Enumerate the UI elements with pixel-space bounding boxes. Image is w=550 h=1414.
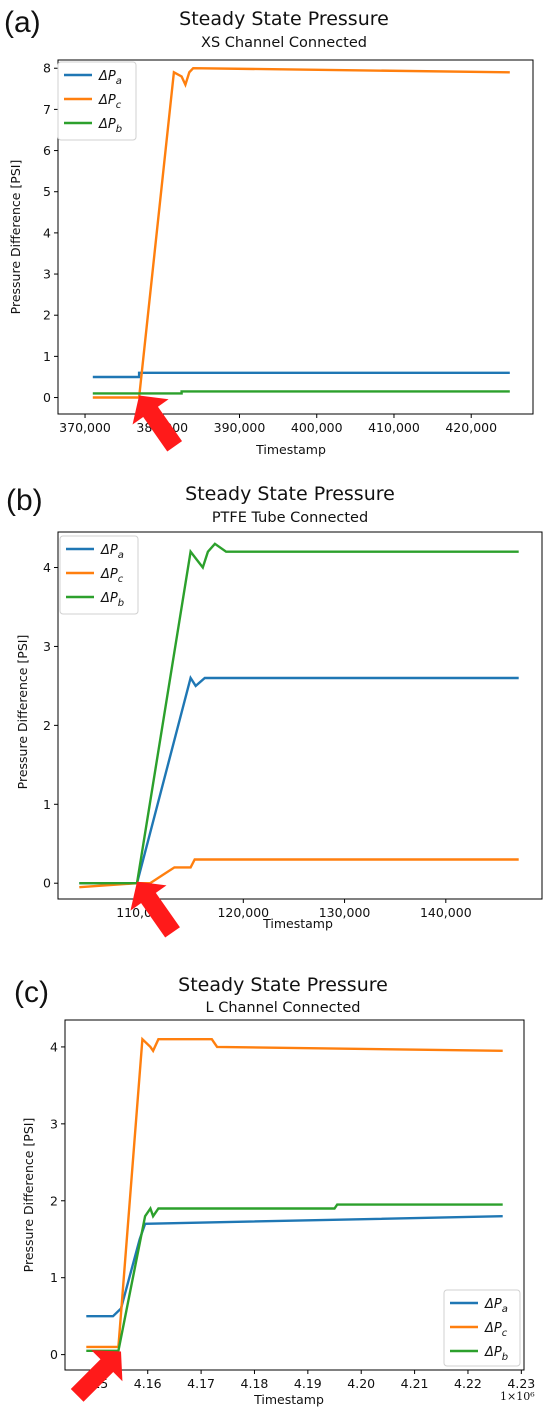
x-axis-label: Timestamp xyxy=(255,442,326,457)
x-tick-label: 4.16 xyxy=(134,1376,162,1391)
x-tick-label: 370,000 xyxy=(59,420,111,435)
y-tick-label: 0 xyxy=(43,876,51,891)
x-tick-label: 4.23 xyxy=(507,1376,535,1391)
series-line-b xyxy=(86,1203,503,1353)
panel-label: (c) xyxy=(14,976,49,1009)
x-ticks: 110,000 120,000 130,000 140,000 xyxy=(116,899,472,920)
y-tick-label: 7 xyxy=(43,102,51,117)
legend-entry-b: ΔPb xyxy=(100,591,124,609)
arrow-shape xyxy=(70,1350,123,1402)
y-ticks: 0 1 2 3 4 5 6 7 8 xyxy=(43,61,58,405)
chart-title: Steady State Pressure xyxy=(185,483,395,505)
y-axis-label: Pressure Difference [PSI] xyxy=(21,1118,36,1273)
chart-subtitle: L Channel Connected xyxy=(206,1000,361,1016)
panel-b: (b) Steady State Pressure PTFE Tube Conn… xyxy=(6,483,543,938)
series-line-a xyxy=(79,675,519,885)
y-tick-label: 1 xyxy=(50,1270,58,1285)
x-tick-label: 4.22 xyxy=(454,1376,482,1391)
y-tick-label: 6 xyxy=(43,143,51,158)
y-tick-label: 4 xyxy=(50,1039,58,1054)
x-axis-multiplier: 1×10⁶ xyxy=(500,1390,535,1403)
legend: ΔPa ΔPc ΔPb xyxy=(57,61,137,141)
y-tick-label: 1 xyxy=(43,349,51,364)
series-line-a xyxy=(86,1215,503,1318)
arrow-icon xyxy=(70,1350,123,1402)
x-ticks: 4.154.164.174.184.194.204.214.224.23 xyxy=(80,1370,535,1391)
plot-frame xyxy=(57,531,543,900)
legend-entry-b: ΔPb xyxy=(98,117,122,135)
y-tick-label: 4 xyxy=(43,225,51,240)
legend: ΔPa ΔPc ΔPb xyxy=(443,1289,521,1367)
y-ticks: 0 1 2 3 4 xyxy=(43,560,58,891)
panel-c: (c) Steady State Pressure L Channel Conn… xyxy=(14,974,535,1407)
series-line-c xyxy=(86,1036,503,1349)
series-lines xyxy=(79,542,519,889)
arrow-icon xyxy=(130,881,180,938)
legend-entry-c: ΔPc xyxy=(98,93,122,111)
series-line-a xyxy=(92,371,510,379)
chart-subtitle: PTFE Tube Connected xyxy=(212,510,368,526)
y-tick-label: 3 xyxy=(43,267,51,282)
x-tick-label: 140,000 xyxy=(420,905,472,920)
series-lines xyxy=(92,66,510,399)
y-tick-label: 2 xyxy=(43,308,51,323)
y-tick-label: 3 xyxy=(50,1116,58,1131)
x-ticks: 370,000380,000390,000400,000410,000420,0… xyxy=(59,414,497,435)
arrow-icon xyxy=(132,395,183,452)
y-tick-label: 1 xyxy=(43,797,51,812)
x-tick-label: 4.19 xyxy=(294,1376,322,1391)
series-lines xyxy=(86,1036,503,1353)
legend-entry-a: ΔPa xyxy=(100,543,124,561)
legend-entry-c: ΔPc xyxy=(100,567,124,585)
legend: ΔPa ΔPc ΔPb xyxy=(59,535,139,615)
x-tick-label: 410,000 xyxy=(368,420,420,435)
arrow-shape xyxy=(132,395,183,452)
x-tick-label: 420,000 xyxy=(445,420,497,435)
plot-frame xyxy=(64,1019,525,1371)
legend-entry-b: ΔPb xyxy=(484,1345,508,1363)
chart-title: Steady State Pressure xyxy=(178,974,388,996)
plot-frame xyxy=(57,59,534,415)
series-line-c xyxy=(92,66,510,399)
y-tick-label: 5 xyxy=(43,184,51,199)
legend-entry-a: ΔPa xyxy=(98,69,122,87)
series-line-b xyxy=(92,390,510,395)
x-tick-label: 4.18 xyxy=(241,1376,269,1391)
x-tick-label: 4.17 xyxy=(187,1376,215,1391)
y-axis-label: Pressure Difference [PSI] xyxy=(8,160,23,315)
x-tick-label: 120,000 xyxy=(217,905,269,920)
panel-label: (a) xyxy=(4,6,41,39)
x-tick-label: 4.21 xyxy=(401,1376,429,1391)
y-ticks: 0 1 2 3 4 xyxy=(50,1039,65,1362)
y-tick-label: 2 xyxy=(50,1193,58,1208)
panel-a: (a) Steady State Pressure XS Channel Con… xyxy=(4,6,534,457)
y-axis-label: Pressure Difference [PSI] xyxy=(15,635,30,790)
y-tick-label: 2 xyxy=(43,718,51,733)
x-tick-label: 390,000 xyxy=(214,420,266,435)
x-axis-label: Timestamp xyxy=(262,916,333,931)
y-tick-label: 0 xyxy=(43,390,51,405)
x-tick-label: 4.20 xyxy=(347,1376,375,1391)
y-tick-label: 4 xyxy=(43,560,51,575)
x-axis-label: Timestamp xyxy=(253,1392,324,1407)
x-tick-label: 130,000 xyxy=(319,905,371,920)
chart-subtitle: XS Channel Connected xyxy=(201,35,367,51)
panel-label: (b) xyxy=(6,484,43,517)
legend-entry-c: ΔPc xyxy=(484,1321,508,1339)
y-tick-label: 0 xyxy=(50,1347,58,1362)
chart-title: Steady State Pressure xyxy=(179,8,389,30)
x-tick-label: 400,000 xyxy=(291,420,343,435)
y-tick-label: 8 xyxy=(43,61,51,76)
series-line-b xyxy=(79,542,519,885)
legend-entry-a: ΔPa xyxy=(484,1297,508,1315)
arrow-shape xyxy=(130,881,180,938)
y-tick-label: 3 xyxy=(43,639,51,654)
